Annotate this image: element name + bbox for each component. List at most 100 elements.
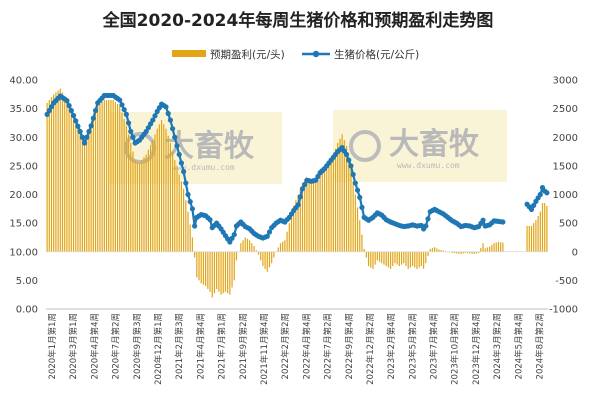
profit-bar (352, 181, 354, 252)
profit-bar (293, 205, 295, 252)
profit-bar (213, 251, 216, 294)
price-point (174, 143, 180, 149)
profit-bar (253, 246, 255, 252)
profit-bar (114, 101, 116, 252)
profit-bar (411, 251, 414, 267)
price-point (266, 229, 273, 235)
profit-bar (319, 168, 321, 252)
profit-bar (301, 183, 304, 252)
profit-bar (64, 96, 66, 252)
profit-bar (330, 158, 332, 252)
profit-bar (533, 223, 535, 252)
x-tick-label: 2024年5月第4周 (513, 313, 524, 379)
profit-bar (224, 251, 227, 292)
price-point (167, 117, 173, 123)
profit-bar (138, 163, 141, 252)
profit-bar (422, 251, 425, 269)
profit-bar (242, 240, 244, 252)
profit-bar (312, 178, 315, 252)
profit-bar (88, 130, 90, 252)
y-left-tick-label: 15.00 (9, 219, 38, 230)
y-left-tick-label: 10.00 (9, 247, 38, 258)
price-point (75, 123, 81, 129)
x-tick-label: 2020年4月第4周 (89, 313, 100, 379)
y-left-tick-label: 30.00 (9, 133, 38, 144)
profit-bar (414, 251, 416, 268)
profit-bar (495, 242, 497, 252)
x-axis: 2020年1月第1周 2020年3月第1周 2020年4月第4周 2020年7月第2周… (46, 308, 548, 385)
price-series (44, 92, 550, 245)
x-tick-label: 2022年9月第4周 (344, 313, 355, 379)
profit-bar (145, 154, 147, 252)
profit-bar (334, 148, 337, 252)
y-right-tick-label: 1000 (553, 190, 578, 201)
watermark-brand: 大畜牧 (389, 127, 480, 162)
profit-bar (90, 125, 92, 252)
profit-bar (339, 138, 341, 252)
profit-bar (251, 243, 253, 252)
profit-bar (77, 123, 79, 252)
profit-bar (68, 104, 70, 252)
price-point (81, 140, 88, 146)
profit-bar (154, 134, 156, 252)
profit-bar (196, 251, 198, 278)
profit-bar (209, 251, 211, 292)
price-point (88, 123, 94, 129)
profit-bar (438, 249, 440, 252)
profit-bar (398, 251, 400, 267)
price-point (176, 151, 182, 158)
profit-bar (345, 145, 348, 252)
price-point (64, 98, 70, 104)
profit-bar (108, 100, 110, 252)
profit-bar (541, 203, 544, 252)
profit-bar (46, 102, 48, 252)
profit-bar (134, 160, 136, 252)
profit-bar (286, 231, 288, 252)
profit-bar (471, 251, 473, 254)
price-point (187, 199, 193, 205)
profit-bar (295, 200, 297, 252)
profit-bar (385, 251, 387, 267)
profit-bar (231, 251, 233, 288)
x-tick-label: 2021年4月第4周 (195, 313, 206, 379)
profit-bar (403, 251, 405, 264)
profit-bar (458, 251, 460, 254)
profit-bar (79, 128, 81, 252)
price-point (70, 112, 77, 119)
profit-bar (72, 114, 75, 252)
price-point (119, 102, 125, 108)
profit-bar (467, 251, 469, 254)
price-point (92, 107, 99, 114)
profit-bar (277, 247, 279, 252)
x-tick-label: 2023年7月第4周 (429, 313, 440, 379)
profit-bar (119, 105, 121, 252)
profit-bar (121, 112, 123, 252)
profit-bar (500, 242, 502, 252)
y-right-tick-label: 500 (559, 219, 578, 230)
profit-bar (149, 144, 152, 252)
profit-bar (156, 128, 158, 252)
price-point (84, 134, 90, 140)
profit-bar (326, 164, 328, 252)
price-point (123, 111, 129, 117)
profit-bar (103, 100, 105, 252)
profit-bar (284, 240, 286, 252)
y-right-tick-label: -1000 (549, 305, 578, 316)
profit-bar (383, 251, 385, 265)
profit-bar (337, 142, 339, 252)
profit-bar (233, 251, 235, 281)
profit-bar (207, 251, 209, 289)
profit-bar (304, 180, 306, 252)
x-tick-label: 2023年10月第2周 (450, 313, 461, 385)
y-left-tick-label: 25.00 (9, 161, 38, 172)
profit-bar (367, 251, 370, 267)
price-point (163, 104, 169, 110)
profit-bar (544, 203, 546, 252)
watermark-logo-icon (349, 130, 381, 162)
profit-bar (229, 251, 231, 295)
price-point (79, 134, 85, 140)
y-left-axis: 0.00 5.00 10.00 15.00 20.00 25.00 30.00 35.00 40… (9, 76, 38, 316)
profit-bar (191, 237, 194, 252)
profit-bar (136, 161, 138, 252)
